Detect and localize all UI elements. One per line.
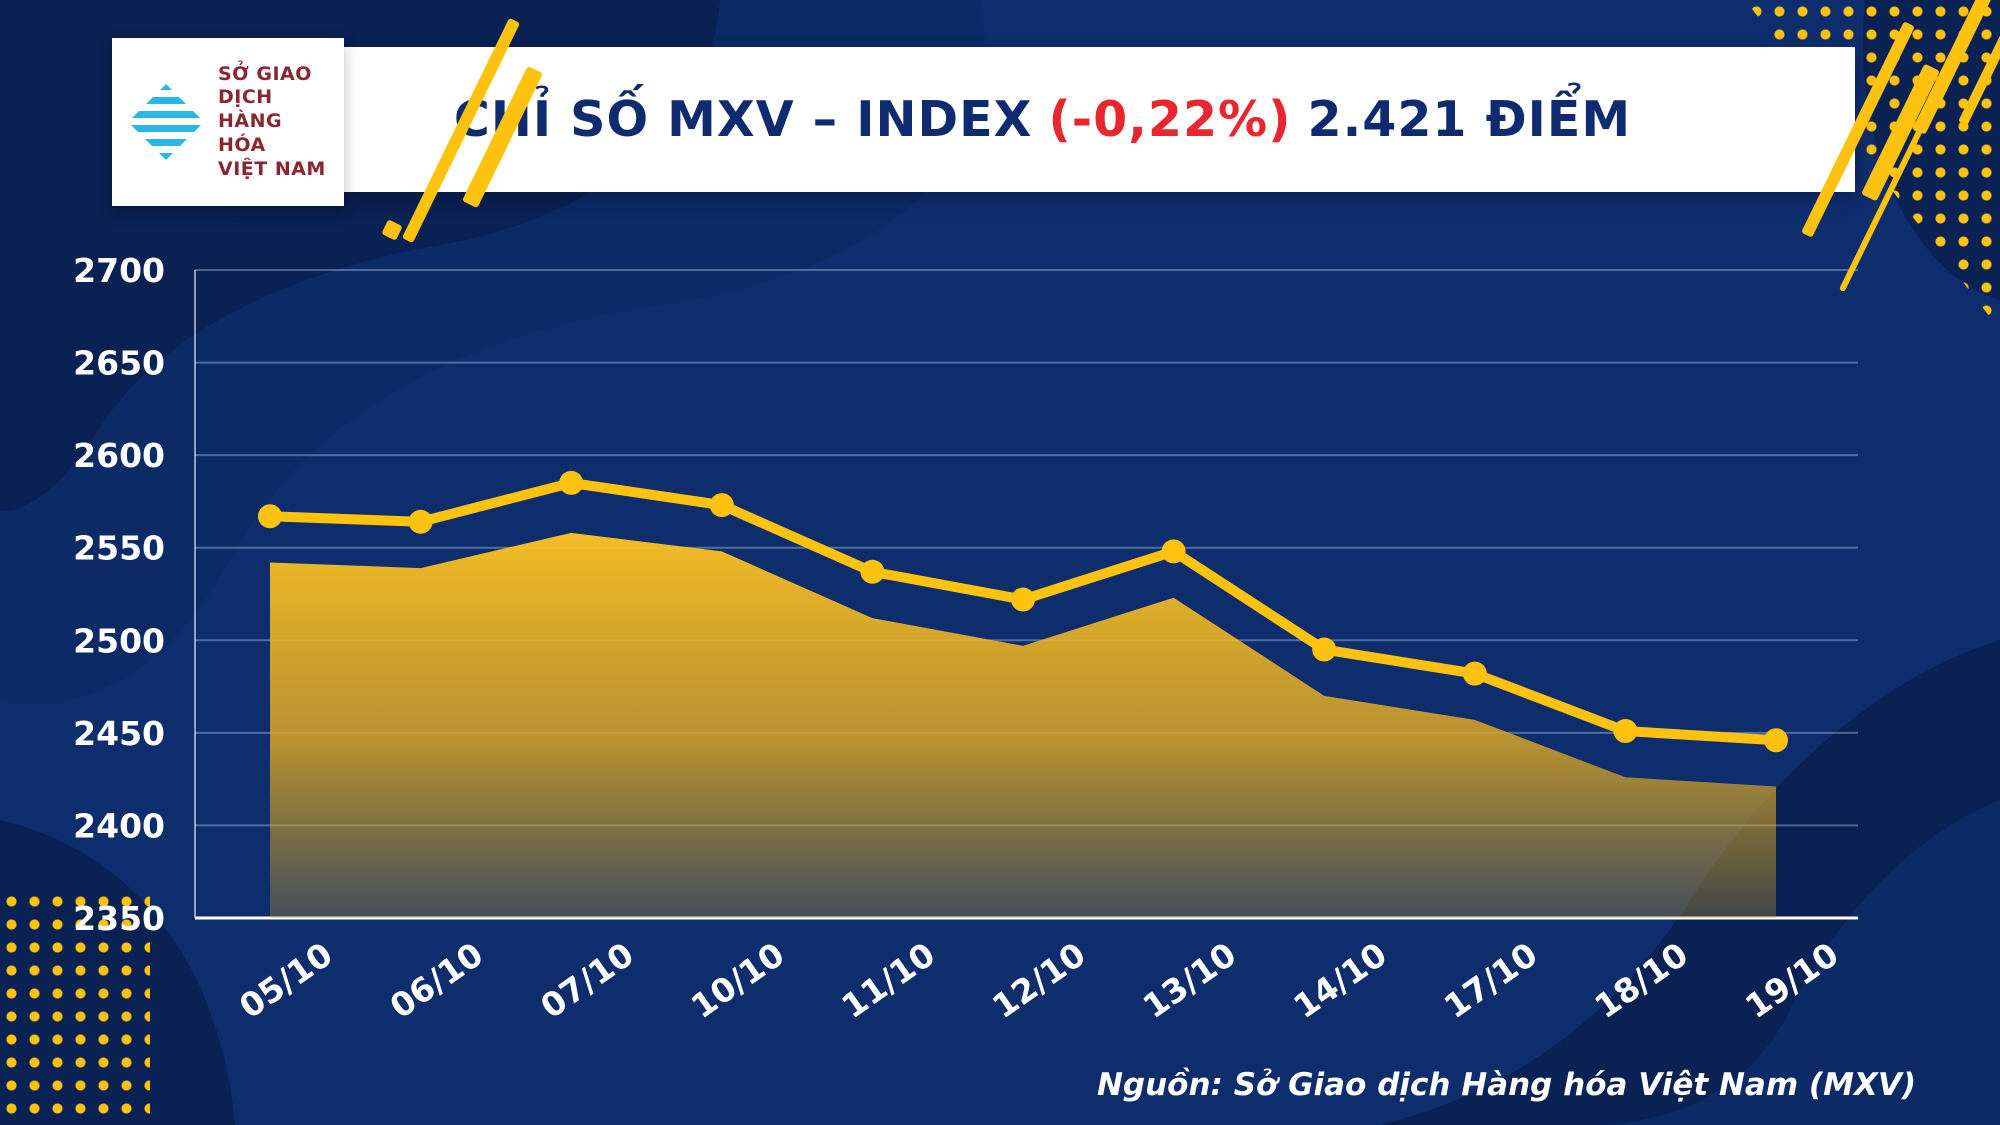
logo-line-1: SỞ GIAO DỊCH: [218, 62, 312, 109]
y-tick-label: 2550: [73, 529, 165, 568]
data-point-marker: [1764, 728, 1788, 753]
y-tick-label: 2700: [73, 251, 165, 290]
x-tick-label: 11/10: [835, 935, 942, 1027]
data-point-marker: [1462, 661, 1487, 686]
x-tick-label: 07/10: [533, 935, 640, 1027]
title-main: CHỈ SỐ MXV – INDEX: [453, 91, 1033, 148]
index-area-fill: [270, 532, 1776, 918]
x-tick-label: 05/10: [232, 935, 339, 1027]
x-tick-label: 12/10: [985, 935, 1092, 1027]
logo-line-3: VIỆT NAM: [218, 157, 326, 180]
data-point-marker: [1613, 719, 1638, 744]
mxv-logo: SỞ GIAO DỊCH HÀNG HÓA VIỆT NAM: [112, 38, 344, 206]
logo-line-2: HÀNG HÓA: [218, 110, 283, 156]
x-tick-label: 14/10: [1286, 935, 1393, 1027]
data-point-marker: [408, 509, 433, 534]
x-tick-label: 06/10: [383, 935, 490, 1027]
mxv-diamond-icon: [128, 84, 204, 160]
y-tick-label: 2650: [73, 344, 165, 383]
dot-pattern-bottom-left: [0, 890, 150, 1125]
y-tick-label: 2450: [73, 714, 165, 753]
source-caption: Nguồn: Sở Giao dịch Hàng hóa Việt Nam (M…: [1096, 1067, 1916, 1103]
x-tick-label: 13/10: [1136, 935, 1243, 1027]
y-tick-label: 2350: [73, 899, 165, 938]
x-tick-label: 10/10: [684, 935, 791, 1027]
data-point-marker: [1161, 539, 1186, 564]
x-tick-label: 17/10: [1437, 935, 1544, 1027]
page-title: CHỈ SỐ MXV – INDEX (-0,22%) 2.421 ĐIỂM: [454, 91, 1631, 148]
x-tick-label: 19/10: [1738, 935, 1845, 1027]
data-point-marker: [1011, 587, 1035, 612]
y-tick-label: 2500: [73, 621, 165, 660]
data-point-marker: [1312, 637, 1337, 662]
y-tick-label: 2400: [73, 806, 165, 845]
data-point-marker: [258, 504, 282, 529]
data-point-marker: [860, 559, 885, 584]
x-tick-labels: 05/10 06/10 07/10 10/10 11/10 12/10 13/10 14/10…: [232, 935, 1845, 1027]
mxv-logo-text: SỞ GIAO DỊCH HÀNG HÓA VIỆT NAM: [218, 63, 328, 182]
title-value: 2.421 ĐIỂM: [1307, 91, 1632, 148]
index-line-markers: [258, 470, 1788, 753]
data-point-marker: [709, 493, 734, 518]
data-point-marker: [559, 470, 584, 495]
x-tick-label: 18/10: [1588, 935, 1695, 1027]
title-banner: CHỈ SỐ MXV – INDEX (-0,22%) 2.421 ĐIỂM: [230, 47, 1855, 192]
y-tick-label: 2600: [73, 436, 165, 475]
title-change-percent: (-0,22%): [1048, 91, 1292, 148]
